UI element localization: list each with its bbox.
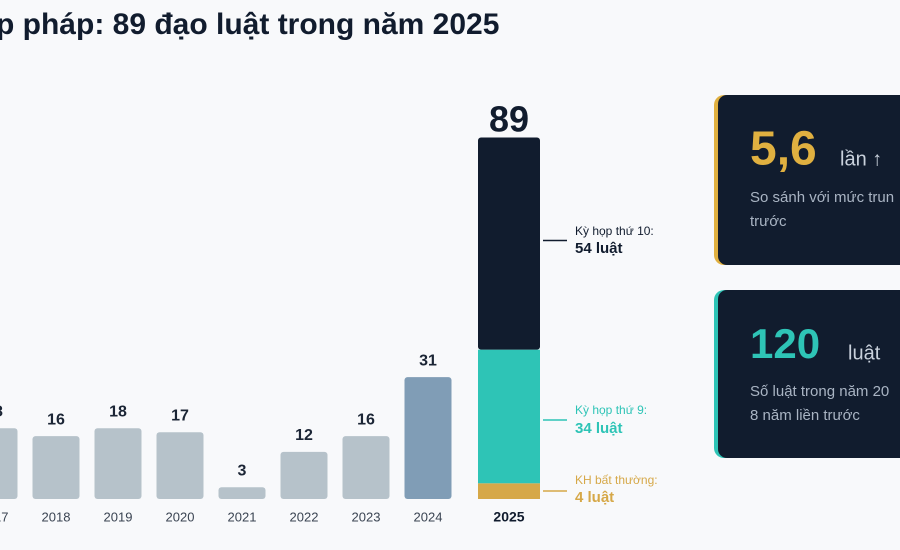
- stacked-segment: [478, 349, 540, 484]
- stacked-segment: [478, 137, 540, 350]
- bar: [342, 436, 390, 499]
- segment-value: 4 luật: [575, 489, 614, 506]
- x-tick-label: 2020: [166, 509, 195, 524]
- value-label: 12: [295, 427, 313, 444]
- value-label: 3: [238, 462, 247, 479]
- segment-name: Kỳ họp thứ 9:: [575, 403, 647, 417]
- bar: [94, 428, 142, 499]
- x-tick-label: 2017: [0, 509, 8, 524]
- x-tick-label: 2018: [42, 509, 71, 524]
- bar: [218, 487, 266, 499]
- bar: [32, 436, 80, 499]
- card-value: 120: [750, 320, 820, 367]
- bar: [0, 428, 18, 499]
- value-label: 18: [0, 403, 3, 420]
- card-unit: lần ↑: [840, 148, 882, 170]
- x-tick-label: 2023: [352, 509, 381, 524]
- bar: [280, 451, 328, 499]
- x-tick-label: 2021: [228, 509, 257, 524]
- value-label: 17: [171, 407, 189, 424]
- segment-value: 34 luật: [575, 420, 623, 437]
- card-text: 8 năm liền trước: [750, 407, 860, 424]
- card: [718, 95, 900, 265]
- card-value: 5,6: [750, 123, 817, 176]
- card-text: So sánh với mức trun: [750, 189, 894, 206]
- value-label: 18: [109, 403, 127, 420]
- card-unit: luật: [848, 342, 881, 364]
- segment-name: Kỳ họp thứ 10:: [575, 224, 654, 238]
- x-tick-label: 2025: [493, 509, 524, 525]
- segment-name: KH bất thường:: [575, 473, 658, 487]
- segment-value: 54 luật: [575, 240, 623, 257]
- x-tick-label: 2019: [104, 509, 133, 524]
- value-label: 16: [47, 411, 65, 428]
- bar: [404, 377, 452, 499]
- card-text: trước: [750, 213, 787, 230]
- x-tick-label: 2024: [414, 509, 443, 524]
- value-label: 31: [419, 352, 437, 369]
- x-tick-label: 2022: [290, 509, 319, 524]
- card: [718, 290, 900, 458]
- bar: [156, 432, 204, 499]
- value-label: 16: [357, 411, 375, 428]
- chart-title: p pháp: 89 đạo luật trong năm 2025: [0, 8, 499, 41]
- card-text: Số luật trong năm 20: [750, 383, 889, 400]
- total-label: 89: [489, 99, 529, 140]
- stacked-segment: [478, 483, 540, 499]
